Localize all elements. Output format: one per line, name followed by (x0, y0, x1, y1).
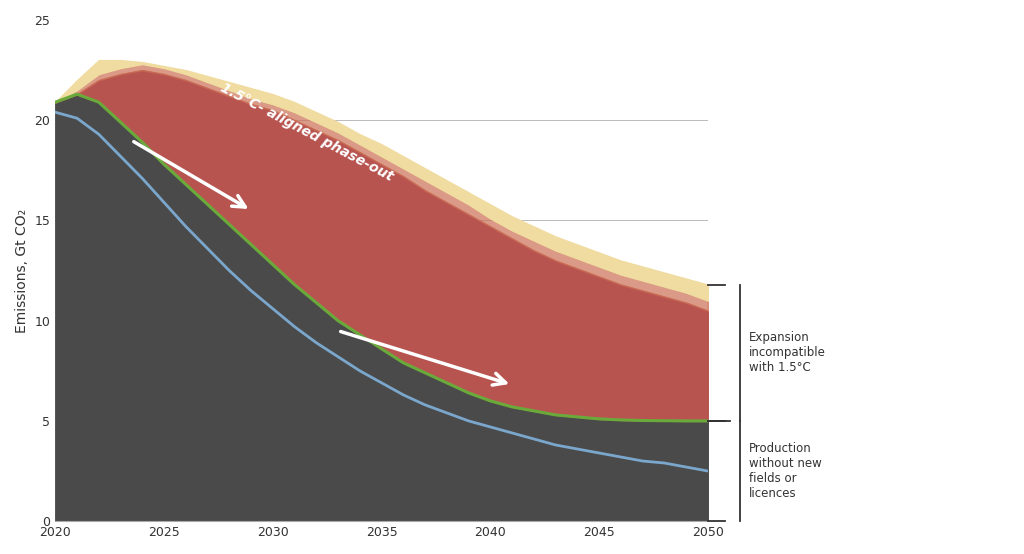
Text: Production
without new
fields or
licences: Production without new fields or licence… (750, 442, 822, 500)
Y-axis label: Emissions, Gt CO₂: Emissions, Gt CO₂ (15, 208, 29, 332)
Text: 1.5°C- aligned phase-out: 1.5°C- aligned phase-out (218, 80, 396, 183)
Text: Expansion
incompatible
with 1.5°C: Expansion incompatible with 1.5°C (750, 331, 826, 375)
